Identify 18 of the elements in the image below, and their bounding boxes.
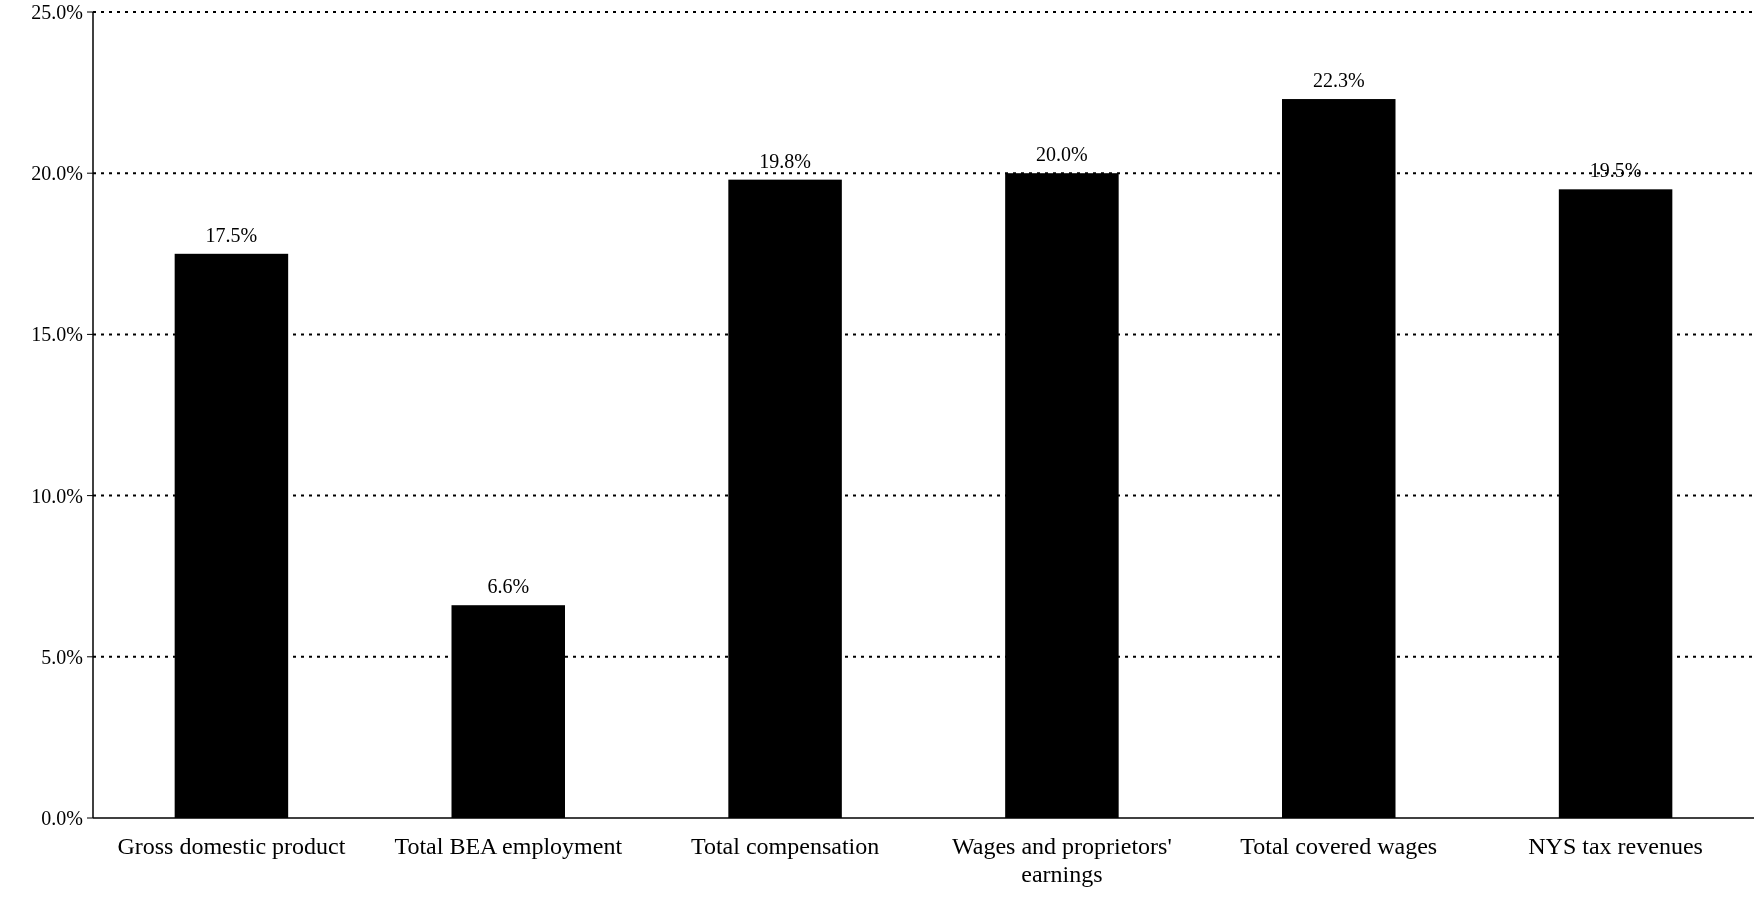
y-tick-label: 10.0%: [31, 484, 83, 507]
x-tick-label: Gross domestic product: [117, 833, 346, 859]
y-tick-label: 5.0%: [41, 645, 83, 668]
data-label: 19.8%: [759, 149, 811, 172]
data-label: 22.3%: [1312, 69, 1365, 92]
x-tick-label: Total compensation: [690, 833, 880, 859]
x-tick-label: NYS tax revenues: [1528, 833, 1703, 859]
y-tick-label: 20.0%: [31, 162, 83, 185]
x-tick-label: Total BEA employment: [394, 833, 623, 859]
data-label: 17.5%: [205, 223, 258, 246]
y-tick-label: 0.0%: [41, 807, 83, 829]
y-tick-label: 15.0%: [31, 323, 83, 346]
data-label: 19.5%: [1589, 159, 1642, 182]
y-tick-label: 25.0%: [31, 1, 83, 23]
data-label: 6.6%: [487, 575, 530, 598]
data-label: 20.0%: [1036, 143, 1088, 166]
x-tick-label: Wages and proprietors' earnings: [952, 833, 1172, 887]
x-tick-label: Total covered wages: [1240, 833, 1438, 859]
